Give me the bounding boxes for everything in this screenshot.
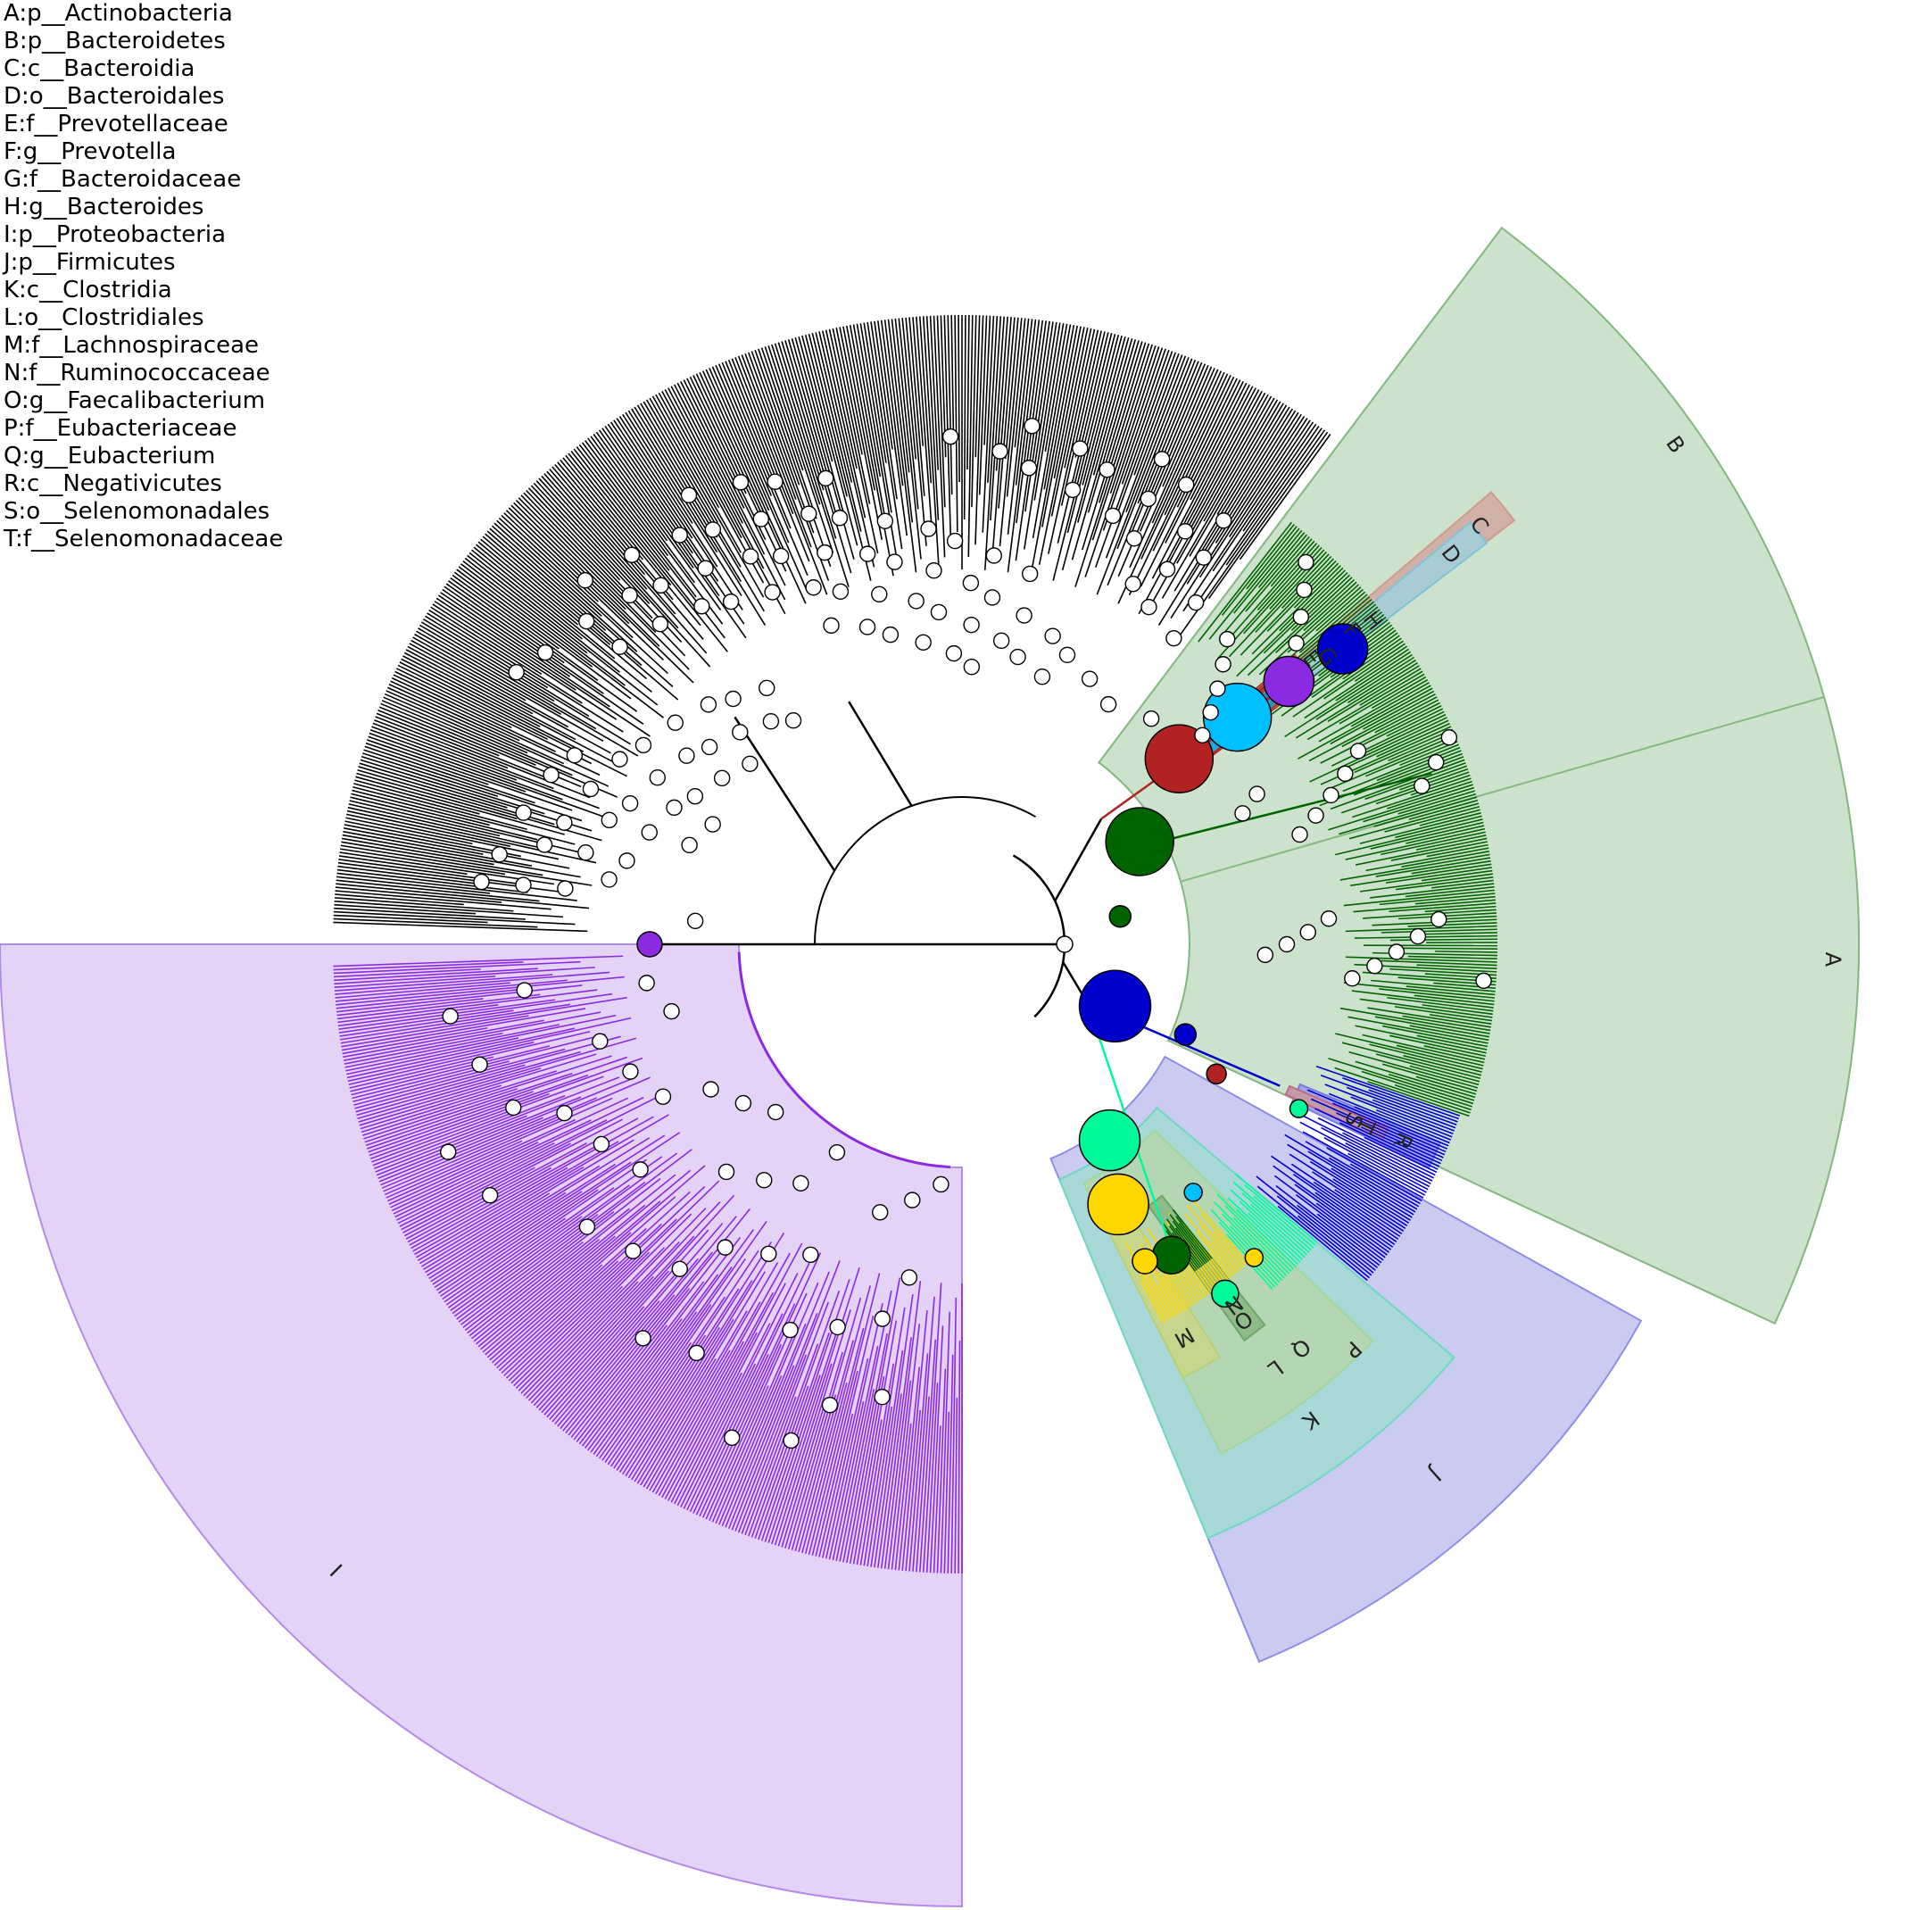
node-negativicutes (1206, 1063, 1227, 1085)
legend-item-r: R:c__Negativicutes (4, 470, 222, 497)
node-faecalibacterium (1211, 1279, 1240, 1308)
rays-ruminococcaceae (1163, 1208, 1213, 1272)
legend-item-n: N:f__Ruminococcaceae (4, 360, 270, 386)
legend-item-c: C:c__Bacteroidia (4, 55, 195, 82)
node-actinobacteria (1105, 807, 1174, 876)
node-root (1056, 935, 1074, 953)
arc-unassigned (814, 796, 1036, 945)
legend-item-s: S:o__Selenomonadales (4, 498, 270, 525)
node-clostridia (1078, 1109, 1141, 1172)
legend-item-f: F:g__Prevotella (4, 138, 177, 165)
node-bacteroides (1316, 623, 1369, 675)
node-firmicutes (1078, 969, 1152, 1043)
clade-sectors (0, 226, 1860, 1908)
legend-item-t: T:f__Selenomonadaceae (4, 526, 284, 552)
clade-label-a: A (1820, 952, 1845, 967)
legend-item-e: E:f__Prevotellaceae (4, 111, 228, 137)
rays-proteobacteria (333, 955, 963, 1574)
branch-actinobacteria (1124, 772, 1432, 852)
branch-bacteroidetes (1054, 818, 1103, 902)
legend-item-k: K:c__Clostridia (4, 277, 172, 303)
arc-root (1012, 854, 1066, 1018)
legend-item-i: I:p__Proteobacteria (4, 221, 227, 248)
legend-item-d: D:o__Bacteroidales (4, 83, 225, 110)
legend: A:p__Actinobacteria B:p__Bacteroidetes C:c… (4, 0, 283, 553)
legend-item-g: G:f__Bacteroidaceae (4, 166, 242, 193)
node-ruminococcaceae (1152, 1235, 1191, 1275)
sector-a (1098, 226, 1860, 1325)
node-firmicutes-small (1173, 1023, 1198, 1046)
node-eubacterium (1244, 1248, 1265, 1267)
branch-unassigned-a (734, 716, 836, 872)
sector-divider-a-b (1180, 696, 1825, 883)
rays-actinobacteria (1198, 521, 1498, 1117)
tree-nodes (440, 418, 1492, 1449)
node-lachnospiraceae (1087, 1173, 1149, 1236)
rays-clostridia (1207, 1173, 1318, 1290)
node-eubacteriaceae (1183, 1183, 1203, 1202)
legend-item-o: O:g__Faecalibacterium (4, 387, 266, 414)
arc-proteobacteria (737, 951, 950, 1169)
legend-item-b: B:p__Bacteroidetes (4, 28, 226, 54)
branch-unassigned-b (848, 701, 913, 807)
legend-item-l: L:o__Clostridiales (4, 304, 204, 331)
rays-firmicutes-blue (1256, 1065, 1461, 1282)
legend-item-a: A:p__Actinobacteria (4, 0, 233, 27)
node-bacteroidales (1202, 682, 1273, 752)
node-lachnospiraceae-small (1132, 1248, 1158, 1275)
node-selenomonadaceae (1289, 1099, 1309, 1118)
node-bacteroidia (1144, 724, 1215, 793)
node-prevotellaceae (1263, 655, 1315, 708)
white-nodes (440, 418, 1492, 1449)
legend-item-p: P:f__Eubacteriaceae (4, 415, 237, 442)
legend-item-h: H:g__Bacteroides (4, 194, 204, 220)
node-proteobacteria (636, 931, 663, 958)
legend-item-m: M:f__Lachnospiraceae (4, 332, 260, 359)
sector-n (1147, 1194, 1266, 1342)
legend-item-q: Q:g__Eubacterium (4, 443, 216, 469)
legend-item-j: J:p__Firmicutes (4, 249, 176, 276)
node-actinobacteria-small (1108, 904, 1132, 928)
